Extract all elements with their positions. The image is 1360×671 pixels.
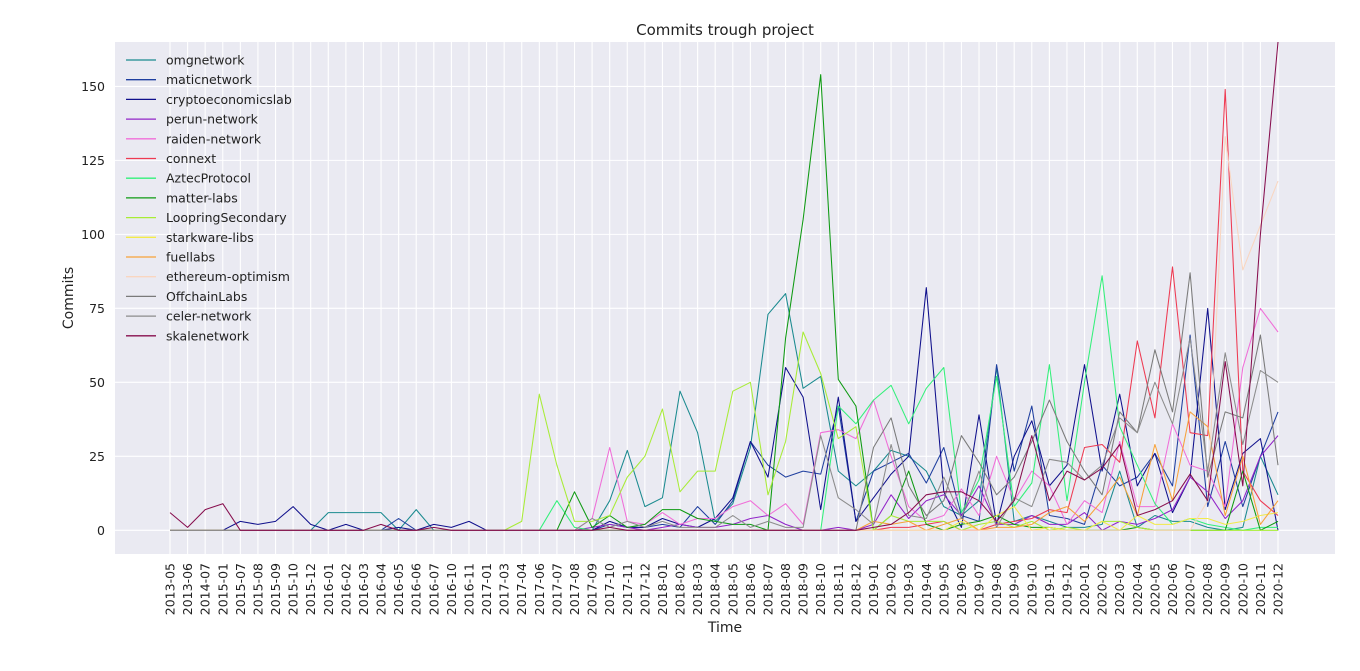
y-tick-label: 100 [81, 227, 105, 242]
legend-label: matter-labs [166, 190, 238, 205]
x-tick-label: 2019-12 [1059, 563, 1074, 615]
x-tick-label: 2018-06 [743, 563, 758, 615]
x-tick-label: 2015-10 [286, 563, 301, 615]
x-tick-label: 2017-08 [567, 563, 582, 615]
chart-title: Commits trough project [636, 21, 814, 39]
y-tick-label: 75 [89, 301, 105, 316]
x-tick-label: 2019-05 [936, 563, 951, 615]
x-tick-label: 2014-07 [198, 563, 213, 615]
series-line-skalenetwork [169, 41, 1279, 531]
x-tick-label: 2019-11 [1042, 563, 1057, 615]
x-tick-label: 2017-12 [637, 563, 652, 615]
series-line-cryptoeconomicslab [170, 287, 1279, 531]
x-tick-label: 2018-01 [655, 563, 670, 615]
y-axis-label: Commits [61, 267, 77, 329]
x-tick-label: 2020-08 [1200, 563, 1215, 615]
series-layer [169, 41, 1279, 531]
x-tick-label: 2020-09 [1218, 563, 1233, 615]
x-tick-label: 2020-11 [1253, 563, 1268, 615]
x-tick-label: 2020-04 [1130, 563, 1145, 615]
legend-label: ethereum-optimism [166, 269, 290, 284]
x-tick-label: 2019-06 [954, 563, 969, 615]
x-tick-label: 2020-07 [1183, 563, 1198, 615]
x-tick-label: 2016-03 [356, 563, 371, 615]
y-tick-label: 150 [81, 79, 105, 94]
x-tick-label: 2018-05 [725, 563, 740, 615]
x-tick-label: 2013-05 [163, 563, 178, 615]
x-tick-label: 2020-01 [1077, 563, 1092, 615]
legend-label: maticnetwork [166, 72, 253, 87]
x-tick-label: 2019-03 [901, 563, 916, 615]
x-tick-label: 2017-11 [620, 563, 635, 615]
x-tick-label: 2017-03 [497, 563, 512, 615]
x-tick-label: 2018-04 [708, 563, 723, 615]
x-tick-label: 2017-04 [514, 563, 529, 615]
x-tick-label: 2016-04 [374, 563, 389, 615]
y-tick-label: 50 [89, 375, 105, 390]
x-tick-label: 2019-08 [989, 563, 1004, 615]
x-tick-label: 2016-07 [426, 563, 441, 615]
x-tick-label: 2019-09 [1007, 563, 1022, 615]
legend-label: omgnetwork [166, 53, 245, 68]
x-tick-label: 2017-10 [602, 563, 617, 615]
legend-label: OffchainLabs [166, 289, 247, 304]
x-tick-label: 2015-07 [233, 563, 248, 615]
x-tick-label: 2020-03 [1112, 563, 1127, 615]
legend-label: perun-network [166, 112, 259, 127]
x-tick-label: 2018-09 [796, 563, 811, 615]
x-tick-labels: 2013-05 2013-06 2014-07 2015-01 2015-07 2015-… [163, 563, 1286, 615]
x-tick-label: 2018-02 [673, 563, 688, 615]
x-tick-label: 2020-12 [1271, 563, 1286, 615]
x-tick-label: 2018-11 [831, 563, 846, 615]
legend-label: skalenetwork [166, 328, 250, 343]
x-tick-label: 2015-12 [303, 563, 318, 615]
plot-background [115, 42, 1335, 554]
legend-label: cryptoeconomicslab [166, 92, 292, 107]
x-tick-label: 2020-06 [1165, 563, 1180, 615]
legend-label: celer-network [166, 309, 252, 324]
legend-label: LoopringSecondary [166, 210, 287, 225]
legend: omgnetwork maticnetwork cryptoeconomicslab… [126, 53, 292, 343]
legend-label: fuellabs [166, 250, 215, 265]
x-tick-label: 2016-10 [444, 563, 459, 615]
x-tick-label: 2020-02 [1095, 563, 1110, 615]
y-tick-label: 0 [97, 523, 105, 538]
x-tick-label: 2015-08 [250, 563, 265, 615]
x-tick-label: 2019-10 [1024, 563, 1039, 615]
x-tick-label: 2016-11 [461, 563, 476, 615]
x-tick-label: 2015-01 [215, 563, 230, 615]
x-tick-label: 2016-06 [409, 563, 424, 615]
x-tick-label: 2019-04 [919, 563, 934, 615]
x-tick-label: 2019-01 [866, 563, 881, 615]
x-tick-label: 2017-07 [549, 563, 564, 615]
x-tick-label: 2015-09 [268, 563, 283, 615]
x-tick-label: 2017-09 [585, 563, 600, 615]
x-tick-label: 2018-12 [848, 563, 863, 615]
x-tick-label: 2020-10 [1235, 563, 1250, 615]
y-tick-labels: 0 25 50 75 100 125 150 [81, 79, 105, 538]
x-tick-label: 2017-01 [479, 563, 494, 615]
x-tick-label: 2020-05 [1147, 563, 1162, 615]
x-tick-label: 2017-06 [532, 563, 547, 615]
legend-label: raiden-network [166, 131, 262, 146]
x-tick-label: 2019-02 [884, 563, 899, 615]
y-tick-label: 125 [81, 153, 105, 168]
x-tick-label: 2016-02 [338, 563, 353, 615]
x-tick-label: 2018-10 [813, 563, 828, 615]
legend-label: connext [166, 151, 216, 166]
x-tick-label: 2018-07 [760, 563, 775, 615]
x-axis-label: Time [707, 620, 742, 636]
x-tick-label: 2016-01 [321, 563, 336, 615]
y-tick-label: 25 [89, 449, 105, 464]
x-tick-label: 2019-07 [972, 563, 987, 615]
x-tick-label: 2016-05 [391, 563, 406, 615]
x-tick-label: 2013-06 [180, 563, 195, 615]
legend-label: AztecProtocol [166, 171, 251, 186]
x-tick-label: 2018-08 [778, 563, 793, 615]
x-tick-label: 2018-03 [690, 563, 705, 615]
legend-label: starkware-libs [166, 230, 254, 245]
